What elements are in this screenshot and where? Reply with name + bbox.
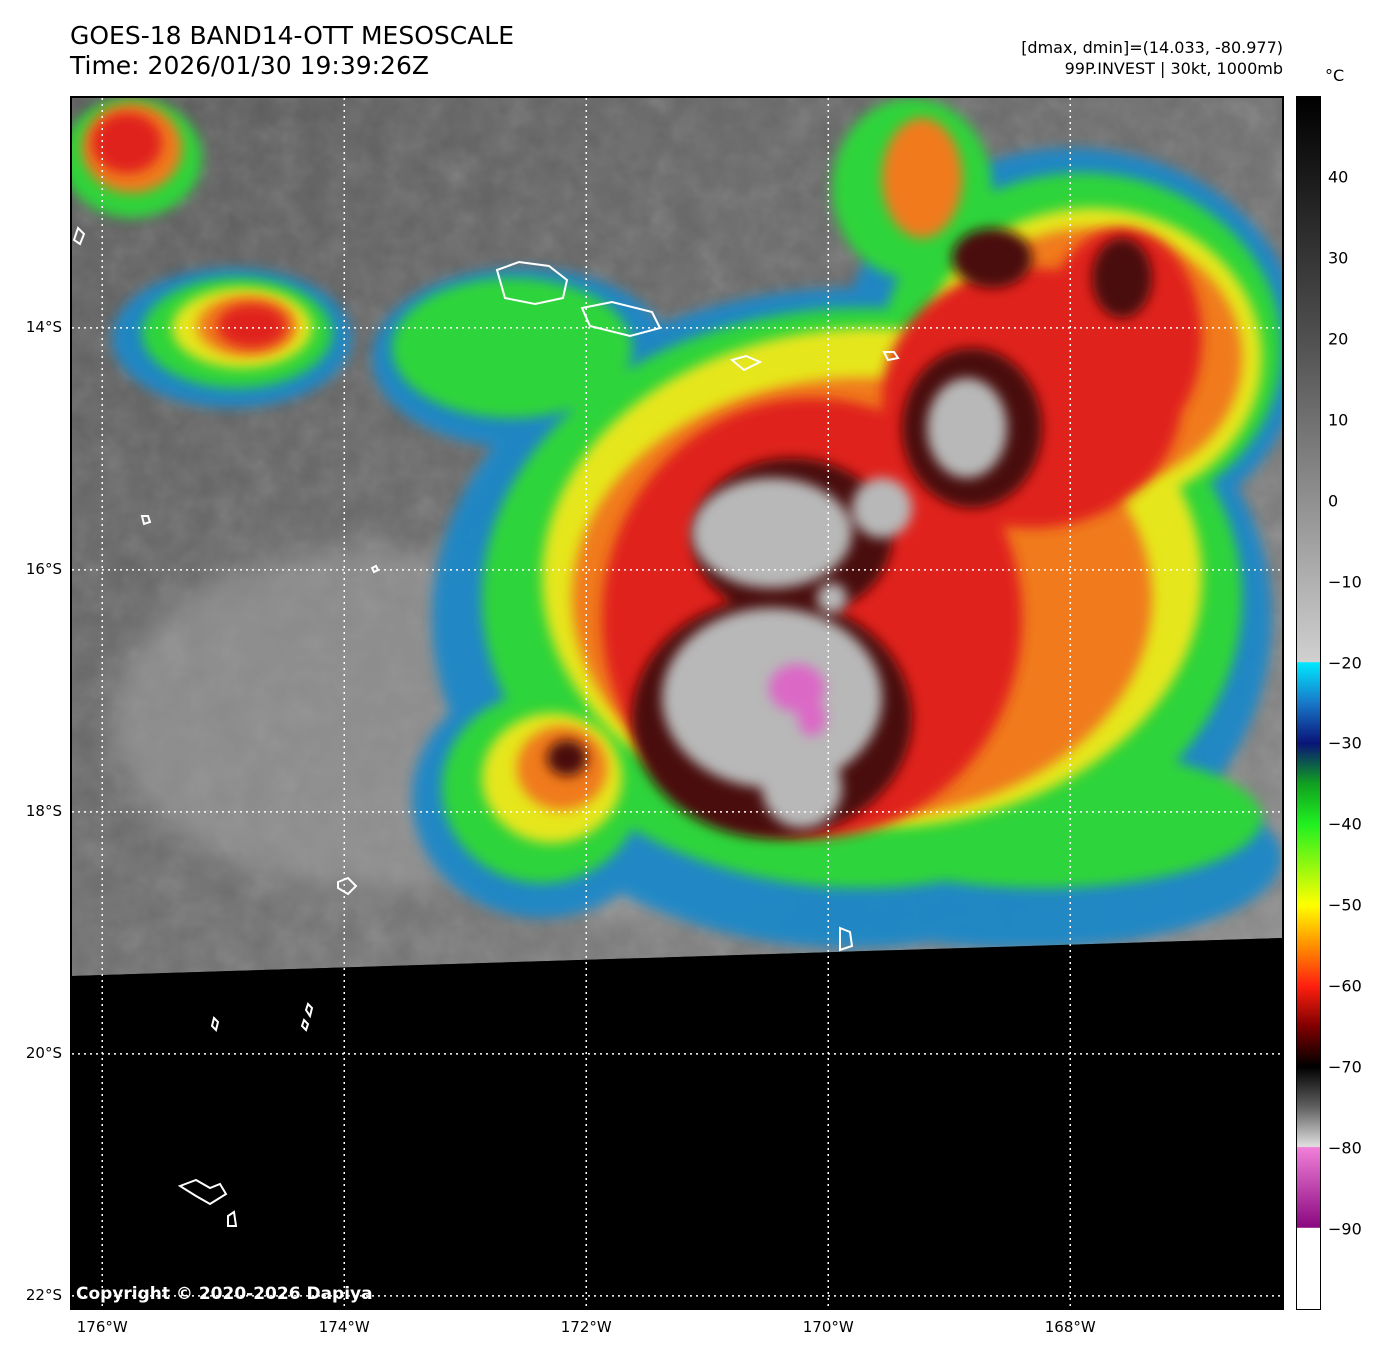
colorbar-tick: 40 bbox=[1328, 167, 1349, 187]
lon-label: 170°W bbox=[802, 1318, 854, 1336]
colorbar-tick: −90 bbox=[1328, 1219, 1362, 1239]
lon-label: 176°W bbox=[76, 1318, 128, 1336]
colorbar-tick: −40 bbox=[1328, 814, 1362, 834]
colorbar-tick: −30 bbox=[1328, 733, 1362, 753]
lat-label: 20°S bbox=[25, 1043, 62, 1062]
satellite-imagery bbox=[72, 98, 1282, 1308]
storm-info: 99P.INVEST | 30kt, 1000mb bbox=[1064, 59, 1283, 78]
lon-label: 168°W bbox=[1044, 1318, 1096, 1336]
colorbar-tick: −10 bbox=[1328, 572, 1362, 592]
colorbar-tick: 0 bbox=[1328, 491, 1339, 511]
lon-label: 172°W bbox=[560, 1318, 612, 1336]
data-range-info: [dmax, dmin]=(14.033, -80.977) bbox=[1021, 38, 1283, 57]
lat-label: 16°S bbox=[25, 559, 62, 578]
lat-label: 18°S bbox=[25, 801, 62, 820]
map-time: Time: 2026/01/30 19:39:26Z bbox=[70, 51, 429, 80]
colorbar-tick: 20 bbox=[1328, 329, 1349, 349]
graticule bbox=[72, 98, 1282, 1308]
colorbar-tick: −60 bbox=[1328, 976, 1362, 996]
colorbar-tick: 30 bbox=[1328, 248, 1349, 268]
colorbar-tick: 10 bbox=[1328, 410, 1349, 430]
colorbar-tick: −80 bbox=[1328, 1138, 1362, 1158]
map-title: GOES-18 BAND14-OTT MESOSCALE bbox=[70, 21, 515, 50]
colorbar-unit: °C bbox=[1325, 66, 1345, 85]
convection-clouds bbox=[72, 98, 1282, 948]
colorbar-tick: −20 bbox=[1328, 653, 1362, 673]
colorbar bbox=[1296, 96, 1321, 1310]
satellite-map bbox=[70, 96, 1284, 1310]
lat-label: 22°S bbox=[25, 1285, 62, 1304]
copyright-text: Copyright © 2020-2026 Dapiya bbox=[76, 1284, 373, 1304]
no-data-region bbox=[72, 938, 1282, 1308]
lon-label: 174°W bbox=[318, 1318, 370, 1336]
colorbar-tick: −70 bbox=[1328, 1057, 1362, 1077]
colorbar-tick: −50 bbox=[1328, 895, 1362, 915]
lat-label: 14°S bbox=[25, 317, 62, 336]
